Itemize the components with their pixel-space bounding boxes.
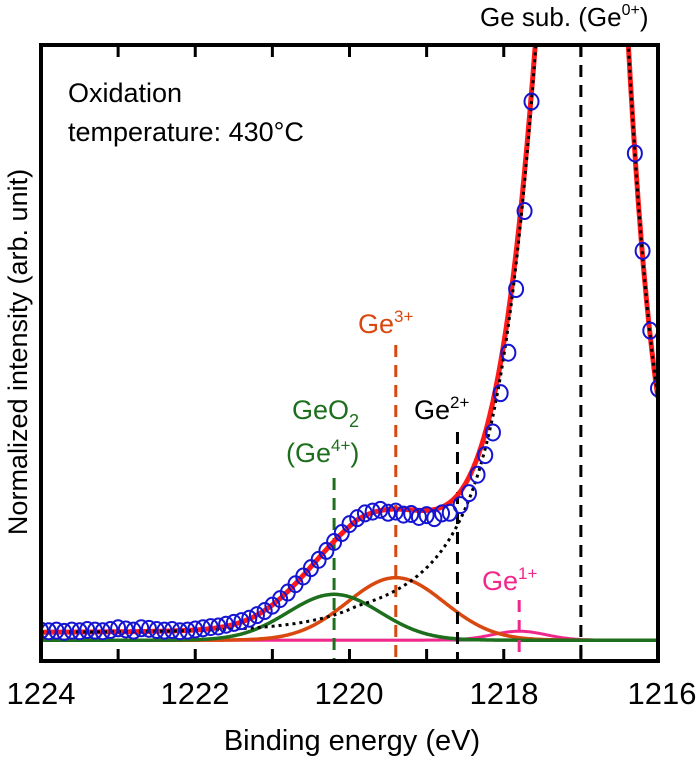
data-point bbox=[179, 621, 196, 640]
x-tick-label: 1220 bbox=[315, 676, 384, 711]
data-markers bbox=[41, 92, 658, 641]
data-point bbox=[202, 618, 219, 637]
label-ge2: Ge2+ bbox=[414, 393, 469, 425]
data-point bbox=[125, 621, 142, 640]
data-point bbox=[634, 241, 651, 260]
data-point bbox=[484, 423, 501, 442]
data-point bbox=[426, 509, 443, 528]
data-point bbox=[477, 446, 494, 465]
data-point bbox=[156, 621, 173, 640]
data-point bbox=[86, 621, 103, 640]
label-geo2: GeO2 bbox=[292, 395, 359, 431]
y-axis-label: Normalized intensity (arb. unit) bbox=[3, 169, 33, 535]
fit-total-curve bbox=[41, 45, 658, 635]
data-point bbox=[364, 502, 381, 521]
data-point bbox=[403, 504, 420, 523]
data-point bbox=[650, 379, 658, 398]
data-point bbox=[148, 621, 165, 640]
data-point bbox=[256, 602, 273, 621]
x-tick-label: 1216 bbox=[628, 676, 697, 711]
data-point bbox=[187, 620, 204, 639]
data-point bbox=[516, 202, 533, 221]
annotation-title: Oxidation bbox=[68, 78, 182, 108]
data-point bbox=[626, 144, 643, 163]
label-ge3: Ge3+ bbox=[358, 307, 413, 339]
x-ticks bbox=[116, 45, 583, 661]
data-point bbox=[110, 619, 127, 638]
annotation-temperature: temperature: 430°C bbox=[68, 117, 304, 147]
data-point bbox=[492, 384, 509, 403]
geo2-component-curve bbox=[41, 592, 658, 642]
data-point bbox=[56, 622, 73, 641]
data-point bbox=[248, 606, 265, 625]
data-point bbox=[94, 622, 111, 641]
data-point bbox=[452, 496, 469, 515]
x-tick-label: 1222 bbox=[161, 676, 230, 711]
data-point bbox=[372, 500, 389, 519]
data-point bbox=[71, 622, 88, 641]
x-tick-label: 1218 bbox=[470, 676, 539, 711]
x-tick-label: 1224 bbox=[7, 676, 76, 711]
data-point bbox=[434, 504, 451, 523]
data-point bbox=[41, 621, 49, 640]
data-point bbox=[418, 506, 435, 525]
data-point bbox=[171, 622, 188, 641]
x-axis-label: Binding energy (eV) bbox=[224, 725, 480, 757]
data-point bbox=[410, 507, 427, 526]
data-point bbox=[133, 619, 150, 638]
data-point bbox=[194, 619, 211, 638]
data-point bbox=[461, 484, 478, 503]
data-point bbox=[48, 621, 65, 640]
label-ge1: Ge1+ bbox=[482, 564, 537, 596]
data-point bbox=[469, 465, 486, 484]
label-ge0: Ge sub. (Ge0+) bbox=[480, 2, 649, 32]
data-point bbox=[102, 621, 119, 640]
data-point bbox=[140, 619, 157, 638]
data-point bbox=[63, 621, 80, 640]
data-point bbox=[241, 609, 258, 628]
data-point bbox=[349, 509, 366, 528]
data-point bbox=[164, 621, 181, 640]
data-point bbox=[210, 617, 227, 636]
data-point bbox=[218, 615, 235, 634]
data-point bbox=[225, 613, 242, 632]
data-point bbox=[380, 503, 397, 522]
data-point bbox=[500, 343, 517, 362]
label-ge4: (Ge4+) bbox=[286, 436, 359, 468]
data-point bbox=[395, 505, 412, 524]
data-point bbox=[117, 620, 134, 639]
data-point bbox=[508, 280, 525, 299]
plot-area bbox=[41, 45, 658, 661]
data-point bbox=[79, 621, 96, 640]
data-point bbox=[356, 504, 373, 523]
data-point bbox=[387, 502, 404, 521]
data-point bbox=[523, 92, 540, 111]
data-point bbox=[233, 612, 250, 631]
